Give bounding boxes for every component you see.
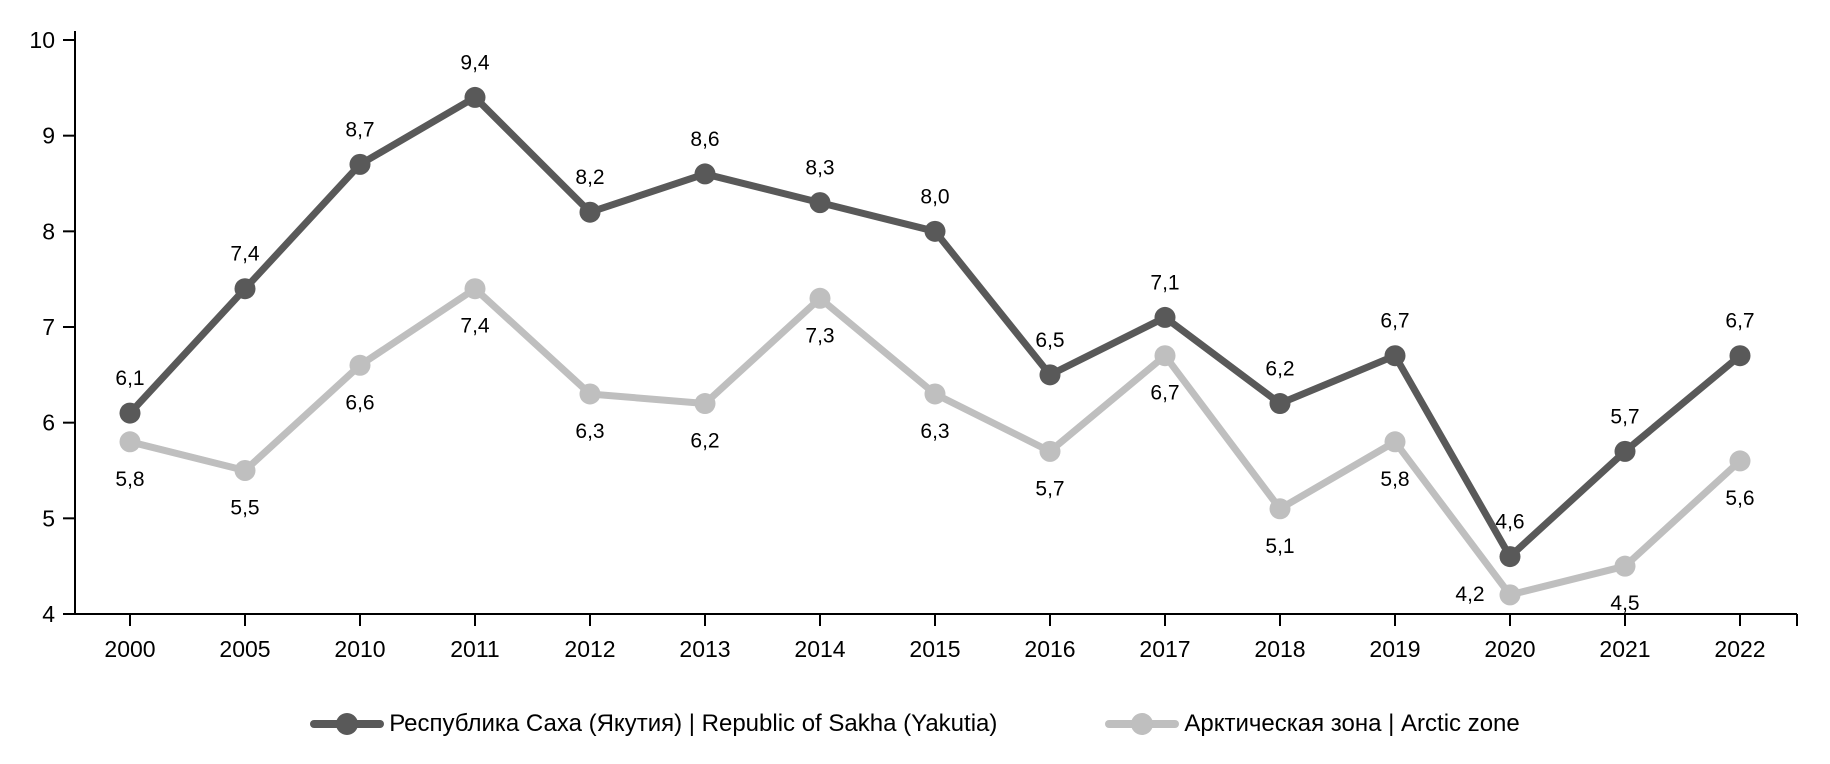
y-tick-label: 7 [42, 314, 55, 340]
data-label: 8,2 [575, 166, 604, 189]
chart-canvas: 4 5 6 7 8 9 10 2000 2005 2010 2011 2012 2013 2014 2015… [29, 27, 1798, 662]
legend-label-arctic: Арктическая зона | Arctic zone [1184, 710, 1520, 737]
data-point [1039, 440, 1061, 462]
x-tick-label: 2015 [909, 636, 960, 662]
data-point [694, 393, 716, 415]
x-tick-label: 2012 [564, 636, 615, 662]
data-point [1039, 364, 1061, 386]
series-line-0 [126, 93, 1744, 561]
data-point [464, 278, 486, 300]
data-point [1384, 345, 1406, 367]
x-tick-label: 2000 [104, 636, 155, 662]
chart-legend: Республика Саха (Якутия) | Republic of S… [0, 710, 1830, 738]
data-label: 6,7 [1150, 382, 1179, 405]
x-tick-label: 2010 [334, 636, 385, 662]
data-point [349, 153, 371, 175]
data-label: 8,3 [805, 157, 834, 180]
x-tick-label: 2013 [679, 636, 730, 662]
y-tick-label: 10 [29, 27, 55, 53]
data-point [464, 86, 486, 108]
data-label: 4,2 [1455, 583, 1484, 606]
y-tick-label: 9 [42, 123, 55, 149]
data-point [119, 402, 141, 424]
x-tick-label: 2016 [1024, 636, 1075, 662]
data-point [1499, 584, 1521, 606]
data-point [1154, 306, 1176, 328]
data-point [1614, 440, 1636, 462]
x-tick-label: 2022 [1714, 636, 1765, 662]
data-label: 6,7 [1725, 310, 1754, 333]
data-label: 6,2 [1265, 358, 1294, 381]
data-point [1384, 431, 1406, 453]
x-tick-label: 2021 [1599, 636, 1650, 662]
data-label: 6,7 [1380, 310, 1409, 333]
legend-label-sakha: Республика Саха (Якутия) | Republic of S… [389, 710, 998, 737]
data-point [234, 278, 256, 300]
x-tick-label: 2018 [1254, 636, 1305, 662]
data-label: 7,3 [805, 324, 834, 347]
data-label: 5,8 [1380, 468, 1409, 491]
data-point [119, 431, 141, 453]
data-label: 8,7 [345, 118, 374, 141]
y-tick-label: 8 [42, 218, 55, 244]
legend-dot-icon [1131, 713, 1154, 735]
legend-item-arctic: Арктическая зона | Arctic zone [1105, 710, 1520, 738]
y-tick-label: 5 [42, 505, 55, 531]
data-point [234, 460, 256, 481]
x-tick-label: 2014 [794, 636, 845, 662]
data-label: 5,7 [1610, 405, 1639, 428]
data-point [1269, 393, 1291, 415]
x-tick-label: 2011 [450, 636, 499, 662]
data-point [924, 383, 946, 405]
data-label: 6,3 [575, 420, 604, 443]
data-point [1499, 546, 1521, 568]
x-tick-label: 2020 [1484, 636, 1535, 662]
data-label: 4,5 [1610, 592, 1639, 615]
data-label: 7,4 [460, 315, 490, 338]
data-point [809, 192, 831, 214]
y-tick-label: 4 [42, 601, 55, 627]
x-tick-label: 2017 [1139, 636, 1190, 662]
legend-dot-icon [336, 713, 359, 735]
data-label: 5,5 [230, 497, 259, 520]
data-point [579, 383, 601, 405]
data-point [349, 354, 371, 376]
data-label: 6,5 [1035, 329, 1064, 352]
data-point [1729, 450, 1751, 472]
legend-item-sakha: Республика Саха (Якутия) | Republic of S… [310, 710, 997, 738]
data-label: 6,3 [920, 420, 949, 443]
data-label: 7,1 [1150, 271, 1179, 294]
data-label: 7,4 [230, 243, 260, 266]
x-tick-label: 2005 [219, 636, 270, 662]
data-point [1614, 555, 1636, 577]
data-point [924, 220, 946, 242]
data-point [809, 287, 831, 309]
data-label: 5,1 [1265, 535, 1294, 558]
data-point [1729, 345, 1751, 367]
data-label: 4,6 [1495, 511, 1524, 534]
data-point [1269, 498, 1291, 520]
series-marker-sakha-icon [310, 712, 385, 736]
data-label: 8,6 [690, 128, 719, 151]
data-label: 5,7 [1035, 477, 1064, 500]
x-tick-label: 2019 [1369, 636, 1420, 662]
data-label: 9,4 [460, 51, 490, 74]
data-label: 6,1 [115, 367, 144, 390]
data-label: 6,6 [345, 391, 374, 414]
data-label: 8,0 [920, 185, 949, 208]
series-marker-arctic-icon [1105, 712, 1180, 736]
data-label: 5,8 [115, 468, 144, 491]
data-label: 5,6 [1725, 487, 1754, 510]
data-point [694, 163, 716, 185]
data-point [579, 201, 601, 223]
y-tick-label: 6 [42, 410, 55, 436]
data-label: 6,2 [690, 430, 719, 453]
data-point [1154, 345, 1176, 367]
